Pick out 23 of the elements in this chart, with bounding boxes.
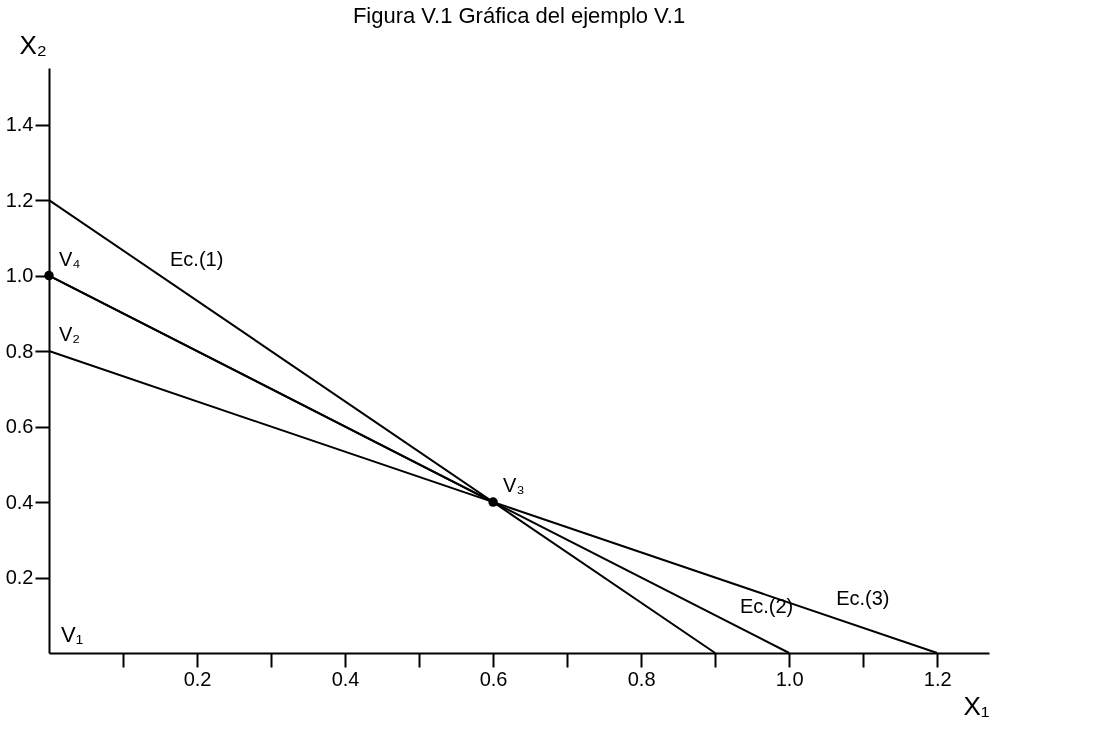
annotation: V₂ <box>59 323 81 346</box>
x-tick-label: 0.6 <box>479 667 508 690</box>
y-tick-label: 1.4 <box>5 113 34 136</box>
x-tick-label: 0.2 <box>183 667 212 690</box>
y-tick-label: 0.8 <box>5 339 34 362</box>
annotation: Ec.(3) <box>836 587 890 610</box>
y-axis-title: X₂ <box>19 29 47 60</box>
y-tick-label: 0.2 <box>5 566 34 589</box>
x-axis-title: X₁ <box>963 690 990 721</box>
x-tick-label: 1.0 <box>775 667 804 690</box>
y-tick-label: 1.0 <box>5 264 34 287</box>
annotation: Ec.(1) <box>170 247 224 270</box>
annotation: V₄ <box>59 247 81 270</box>
x-tick-label: 0.4 <box>331 667 360 690</box>
annotation: Ec.(2) <box>739 594 794 617</box>
x-tick-label: 0.8 <box>627 667 656 690</box>
annotation: V₃ <box>503 474 525 497</box>
y-tick-label: 0.4 <box>5 490 34 513</box>
y-tick-label: 1.2 <box>5 188 34 211</box>
x-tick-label: 1.2 <box>923 667 952 690</box>
chart-title: Figura V.1 Gráfica del ejemplo V.1 <box>352 3 686 28</box>
y-tick-label: 0.6 <box>5 415 34 438</box>
annotation: V₁ <box>61 622 84 647</box>
